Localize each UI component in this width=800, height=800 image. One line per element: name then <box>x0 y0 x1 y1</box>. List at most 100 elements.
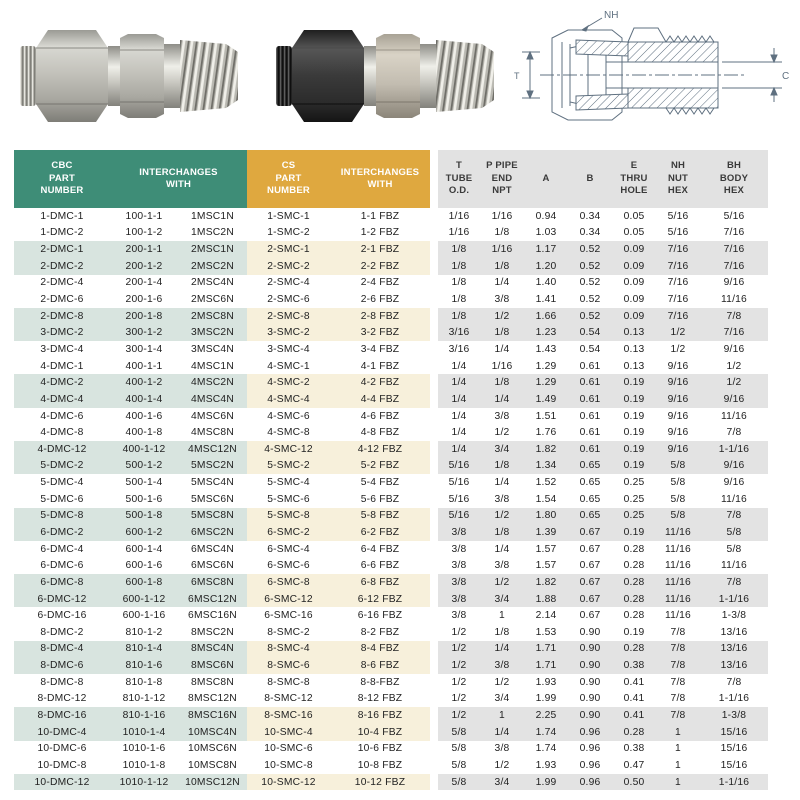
table-cell: 200-1-4 <box>125 277 163 289</box>
table-cell: 8-DMC-8 <box>40 676 84 688</box>
table-cell: 0.09 <box>612 257 656 275</box>
table-cell: 0.61 <box>568 374 612 392</box>
table-cell: 600-1-4 <box>125 543 163 555</box>
table-cell: 4-DMC-12 <box>14 440 110 458</box>
table-cell: 4MSC1N <box>191 360 234 372</box>
table-cell: 5-SMC-2 <box>247 457 330 475</box>
row-gap <box>430 357 438 375</box>
table-cell: 13/16 <box>700 657 768 674</box>
table-cell: 0.54 <box>568 324 612 342</box>
table-cell: 3/8 <box>438 590 480 608</box>
table-cell: 0.13 <box>623 360 645 372</box>
table-cell: 1.57 <box>535 543 557 555</box>
table-cell: 0.05 <box>623 210 645 222</box>
table-row: 5-DMC-6 500-1-6 5MSC6N 5-SMC-6 5-6 FBZ 5/16 3/… <box>14 490 768 508</box>
table-cell: 1-DMC-1 <box>40 210 84 222</box>
table-cell: 8-SMC-8 <box>267 676 310 688</box>
table-cell: 300-1-4 <box>125 343 163 355</box>
table-row: 5-DMC-4 500-1-4 5MSC4N 5-SMC-4 5-4 FBZ 5/16 1/… <box>14 474 768 491</box>
table-cell: 1/8 <box>451 294 467 306</box>
table-cell: 6MSC4N <box>191 543 234 555</box>
table-cell: 11/16 <box>720 493 747 505</box>
table-cell: 6-DMC-6 <box>40 560 84 572</box>
table-cell: 5-8 FBZ <box>330 507 430 525</box>
table-cell: 6-DMC-16 <box>37 610 87 622</box>
column-header: T TUBE O.D. <box>438 150 480 208</box>
table-cell: 1.53 <box>535 626 557 638</box>
table-cell: 0.38 <box>612 657 656 674</box>
product-images: NH C T <box>0 0 800 150</box>
table-cell: 0.28 <box>623 560 645 572</box>
table-cell: 11/16 <box>720 410 747 422</box>
table-cell: 0.65 <box>568 457 612 475</box>
table-cell: 1/8 <box>494 227 510 239</box>
column-header: CBC PART NUMBER <box>14 150 110 208</box>
table-cell: 100-1-2 <box>125 227 163 239</box>
row-gap <box>430 540 438 558</box>
table-cell: 0.90 <box>568 657 612 674</box>
table-cell: 9/16 <box>667 360 689 372</box>
table-cell: 6-DMC-8 <box>14 574 110 591</box>
table-cell: 0.19 <box>623 410 645 422</box>
row-gap <box>430 440 438 458</box>
table-cell: 0.13 <box>612 324 656 342</box>
table-cell: 1/2 <box>656 324 700 342</box>
table-cell: 6-SMC-12 <box>247 590 330 608</box>
table-cell: 1/2 <box>480 507 524 525</box>
table-cell: 5/16 <box>667 210 689 222</box>
table-cell: 5/8 <box>438 723 480 741</box>
table-cell: 4MSC4N <box>178 391 247 408</box>
nut-hex <box>292 30 364 122</box>
table-cell: 1/2 <box>494 676 510 688</box>
table-cell: 6-SMC-6 <box>267 560 310 572</box>
table-cell: 2-DMC-6 <box>40 294 84 306</box>
table-cell: 2-DMC-1 <box>14 241 110 258</box>
row-gap <box>430 474 438 491</box>
row-gap <box>430 257 438 275</box>
table-cell: 1MSC2N <box>191 227 234 239</box>
table-cell: 3/4 <box>480 773 524 791</box>
table-cell: 7/8 <box>700 307 768 325</box>
table-cell: 0.25 <box>623 493 645 505</box>
fittings-table-wrap: CBC PART NUMBER INTERCHANGES WITH CS PART … <box>14 150 768 791</box>
table-cell: 1.82 <box>524 440 568 458</box>
table-row: 6-DMC-8 600-1-8 6MSC8N 6-SMC-8 6-8 FBZ 3/8 1/2… <box>14 574 768 591</box>
table-cell: 3-4 FBZ <box>360 343 400 355</box>
table-cell: 2MSC1N <box>178 241 247 258</box>
table-cell: 9/16 <box>667 410 689 422</box>
table-cell: 10MSC6N <box>188 743 237 755</box>
table-row: 2-DMC-1 200-1-1 2MSC1N 2-SMC-1 2-1 FBZ 1/8 1/1… <box>14 241 768 258</box>
table-cell: 1-1 FBZ <box>360 210 400 222</box>
table-cell: 0.28 <box>623 543 645 555</box>
table-cell: 1/2 <box>480 307 524 325</box>
row-gap <box>430 757 438 774</box>
table-cell: 1.93 <box>535 676 557 688</box>
table-cell: 0.19 <box>612 524 656 541</box>
table-cell: 0.19 <box>612 391 656 408</box>
table-cell: 8-6 FBZ <box>330 657 430 674</box>
table-cell: 10-SMC-6 <box>264 743 313 755</box>
table-cell: 8-DMC-4 <box>14 640 110 658</box>
table-row: 4-DMC-4 400-1-4 4MSC4N 4-SMC-4 4-4 FBZ 1/4 1/4… <box>14 391 768 408</box>
table-head-row: CBC PART NUMBER INTERCHANGES WITH CS PART … <box>14 150 768 208</box>
table-cell: 1/2 <box>451 626 467 638</box>
table-cell: 1.29 <box>524 374 568 392</box>
table-cell: 1/8 <box>480 524 524 541</box>
table-cell: 1.76 <box>535 427 557 439</box>
table-cell: 810-1-2 <box>125 626 163 638</box>
drawing-label-c: C <box>782 71 789 82</box>
table-cell: 4-4 FBZ <box>330 391 430 408</box>
table-cell: 200-1-1 <box>110 241 178 258</box>
table-cell: 0.41 <box>612 707 656 724</box>
row-gap <box>430 624 438 641</box>
table-cell: 3MSC4N <box>191 343 234 355</box>
table-cell: 1.34 <box>524 457 568 475</box>
table-cell: 810-1-16 <box>110 707 178 724</box>
table-cell: 6-DMC-2 <box>14 524 110 541</box>
table-cell: 0.67 <box>579 610 601 622</box>
row-gap <box>430 557 438 575</box>
row-gap <box>430 391 438 408</box>
table-cell: 1/8 <box>480 374 524 392</box>
table-cell: 500-1-8 <box>110 507 178 525</box>
column-header: INTERCHANGES WITH <box>110 150 247 208</box>
